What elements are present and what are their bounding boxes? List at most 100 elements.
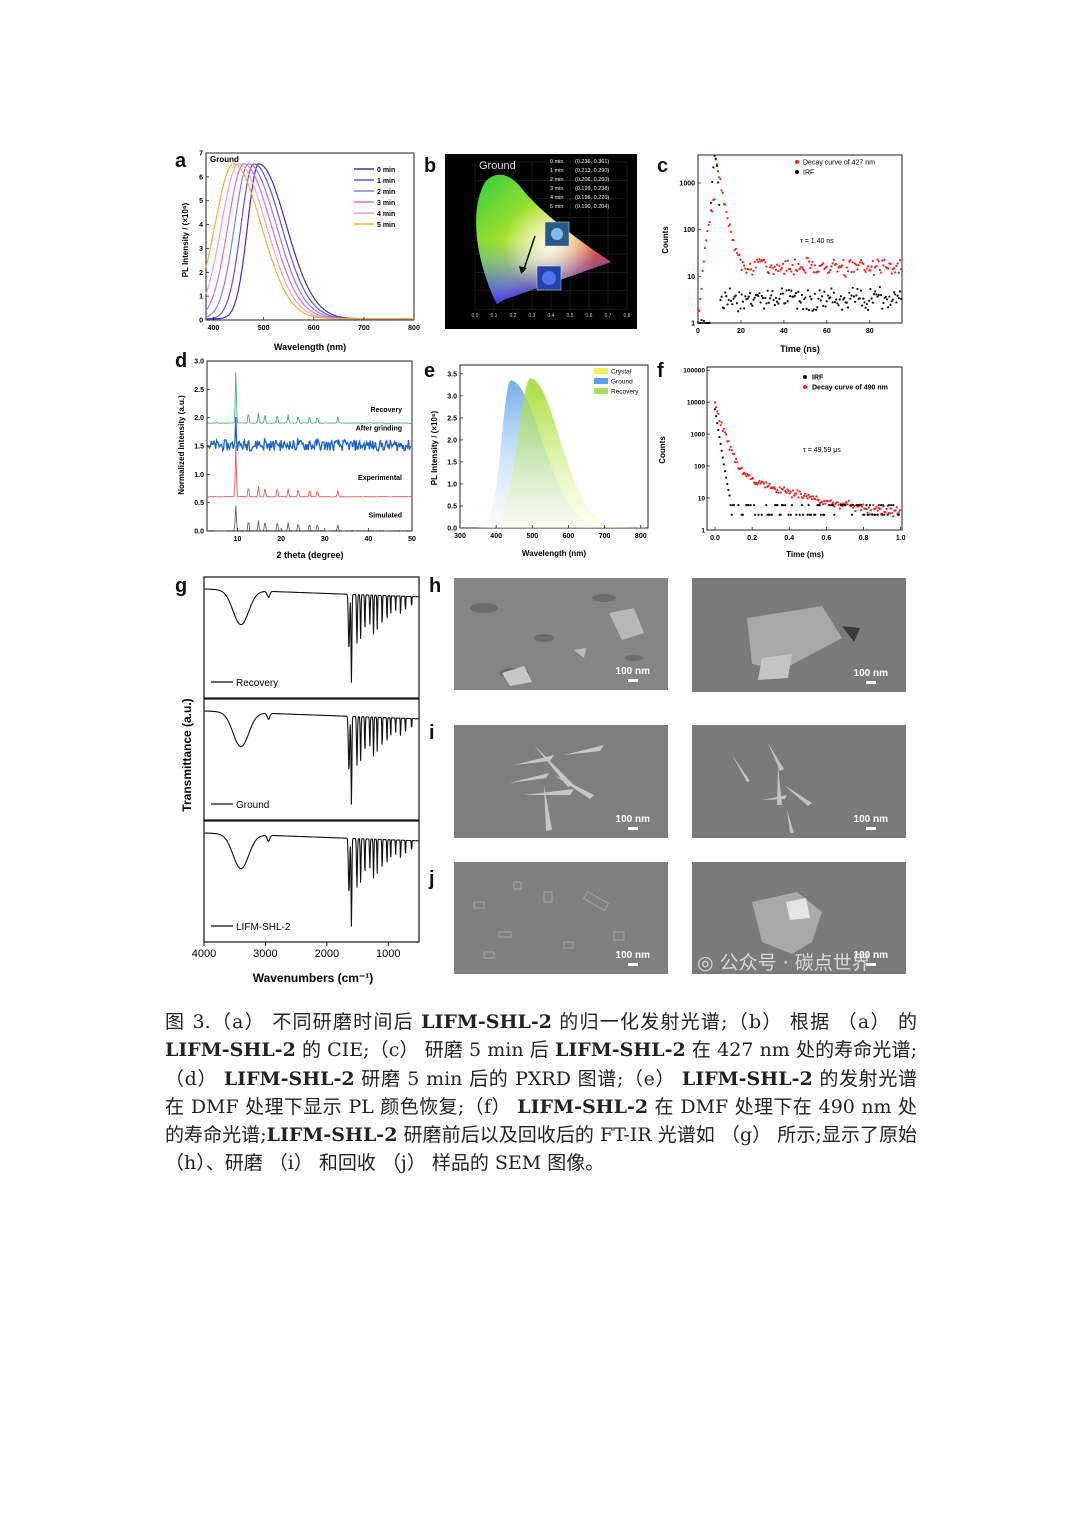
sem-j-right: 100 nm — [692, 862, 906, 974]
decay-point — [781, 488, 785, 491]
irf-point — [726, 482, 729, 486]
sem-j-left: 100 nm — [454, 862, 668, 974]
irf-point — [833, 300, 837, 304]
irf-point — [741, 513, 744, 516]
y-tick-label: 2.5 — [194, 387, 204, 394]
panel-f-ylabel: Counts — [658, 436, 667, 464]
legend-swatch — [795, 170, 799, 174]
decay-point — [866, 265, 870, 268]
legend-swatch — [803, 375, 807, 379]
decay-point — [771, 267, 774, 270]
irf-point — [730, 513, 733, 516]
decay-point — [842, 258, 845, 262]
panel-d-traces: Recovery After grinding Experimental Simula… — [206, 372, 412, 532]
decay-point — [726, 217, 729, 220]
irf-point — [802, 307, 805, 311]
decay-point — [857, 264, 860, 267]
decay-point — [721, 429, 724, 433]
x-tick-label: 0.5 — [567, 313, 574, 319]
legend-label: 4 min — [377, 211, 395, 218]
irf-point — [708, 321, 711, 325]
decay-point — [799, 492, 802, 495]
irf-point — [789, 295, 792, 298]
decay-point — [792, 273, 795, 276]
x-tick-label: 10 — [234, 536, 242, 543]
decay-point — [806, 257, 809, 260]
irf-point — [719, 442, 722, 445]
decay-point — [854, 509, 857, 513]
panel-a-curve — [205, 163, 413, 320]
irf-point — [848, 291, 851, 294]
decay-point — [877, 260, 880, 263]
pxrd-trace — [207, 445, 412, 498]
decay-point — [727, 440, 730, 443]
x-tick-label: 20 — [737, 328, 745, 335]
irf-point — [768, 297, 772, 300]
irf-point — [721, 456, 724, 459]
irf-point — [863, 513, 866, 516]
irf-point — [879, 293, 883, 297]
irf-point — [845, 301, 848, 304]
decay-point — [811, 260, 814, 264]
panel-a-curves — [205, 163, 413, 320]
panel-c-ylabel: Counts — [661, 226, 670, 254]
x-tick-label: 400 — [490, 533, 502, 540]
decay-point — [732, 453, 736, 456]
decay-point — [804, 271, 807, 274]
irf-point — [735, 302, 739, 305]
irf-point — [900, 297, 903, 300]
decay-point — [820, 500, 824, 503]
irf-point — [823, 513, 826, 516]
decay-point — [846, 270, 850, 273]
decay-point — [776, 263, 779, 266]
decay-point — [727, 224, 730, 228]
irf-point — [787, 288, 791, 292]
irf-point — [813, 292, 817, 295]
decay-point — [833, 505, 836, 508]
panel-d-xlabel: 2 theta (degree) — [276, 550, 343, 560]
ftir-trace — [204, 588, 419, 683]
panel-i-label: i — [429, 722, 435, 744]
decay-point — [892, 515, 895, 518]
decay-point — [750, 268, 753, 271]
irf-point — [858, 297, 861, 300]
irf-point — [718, 203, 721, 207]
decay-point — [898, 259, 902, 262]
decay-point — [702, 260, 706, 263]
irf-point — [849, 297, 852, 300]
decay-point — [724, 203, 727, 206]
legend-label: IRF — [812, 375, 824, 382]
irf-point — [865, 504, 868, 507]
panel-a-legend: 0 min 1 min 2 min 3 min 4 min 5 min — [354, 167, 395, 229]
decay-point — [793, 494, 796, 497]
y-tick-label: 2.5 — [447, 415, 457, 422]
irf-point — [868, 299, 871, 302]
y-tick-label: 1.0 — [194, 472, 204, 479]
irf-point — [766, 289, 769, 292]
irf-point — [825, 300, 828, 303]
decay-point — [729, 230, 733, 233]
decay-point — [881, 259, 884, 262]
irf-point — [798, 513, 801, 516]
decay-point — [696, 307, 700, 311]
decay-point — [846, 503, 849, 506]
sem-h-right: 100 nm — [692, 578, 906, 692]
irf-point — [884, 295, 887, 298]
decay-point — [832, 501, 835, 504]
decay-point — [791, 489, 795, 492]
decay-point — [849, 259, 852, 262]
irf-point — [786, 300, 789, 303]
irf-point — [801, 513, 805, 516]
irf-point — [720, 295, 723, 298]
irf-point — [758, 292, 761, 295]
irf-point — [855, 294, 858, 297]
pxrd-trace — [206, 505, 412, 532]
y-tick-label: 3.5 — [447, 371, 457, 378]
irf-point — [742, 307, 746, 310]
sem-i-right-scale: 100 nm — [854, 814, 888, 830]
irf-point — [727, 298, 730, 302]
panel-f-points — [713, 401, 902, 518]
panel-e-label: e — [424, 360, 436, 382]
decay-point — [889, 507, 893, 510]
x-tick-label: 4000 — [192, 948, 216, 960]
